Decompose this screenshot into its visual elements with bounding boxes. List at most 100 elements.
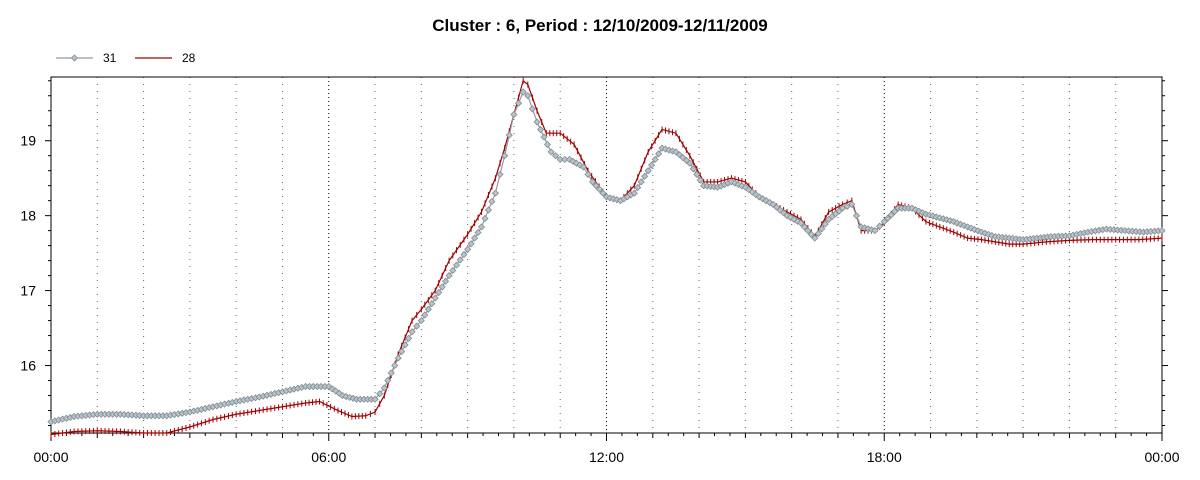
data-point: [852, 212, 861, 220]
data-point: [696, 176, 704, 184]
data-point: [456, 256, 464, 264]
y-tick-label: 17: [20, 283, 36, 299]
data-point: [445, 272, 453, 280]
data-point: [887, 211, 895, 219]
data-point: [641, 172, 649, 180]
data-point: [807, 230, 815, 238]
data-point: [821, 220, 829, 228]
data-point: [552, 152, 560, 160]
data-point: [596, 185, 604, 193]
y-tick-label: 18: [20, 208, 36, 224]
data-point: [811, 234, 819, 242]
data-point: [505, 131, 513, 139]
data-point: [417, 317, 425, 325]
series-layer: [47, 77, 1166, 438]
data-point: [689, 165, 697, 173]
data-point: [818, 225, 826, 233]
data-point: [484, 206, 493, 214]
data-point: [797, 219, 805, 227]
data-point: [474, 228, 482, 237]
data-point: [637, 178, 645, 186]
data-point: [589, 178, 597, 186]
plot-area: [50, 76, 1163, 434]
data-point: [424, 305, 432, 313]
data-point: [387, 369, 395, 377]
data-point: [655, 150, 663, 158]
data-point: [452, 261, 461, 269]
data-point: [464, 245, 472, 253]
data-point: [431, 294, 439, 302]
data-point: [848, 200, 856, 208]
data-point: [408, 328, 416, 336]
data-point: [804, 227, 812, 235]
data-point: [519, 88, 527, 96]
legend-label: 31: [103, 51, 117, 65]
y-tick-label: 16: [20, 358, 36, 374]
data-point: [401, 341, 409, 349]
data-point: [442, 277, 450, 285]
data-point: [428, 300, 436, 308]
x-tick-label: 12:00: [589, 449, 624, 465]
data-point: [460, 251, 468, 259]
legend-item-31: 31: [56, 51, 117, 65]
data-point: [599, 189, 607, 197]
data-point: [477, 223, 486, 231]
data-point: [467, 240, 475, 248]
data-point: [592, 182, 600, 190]
data-point: [651, 155, 659, 163]
data-point: [501, 152, 509, 160]
data-point: [398, 347, 406, 356]
data-point: [648, 161, 656, 169]
data-point: [481, 214, 489, 223]
series-28: [50, 77, 1163, 438]
data-point: [547, 148, 555, 156]
x-tick-label: 00:00: [1144, 449, 1179, 465]
data-point: [584, 170, 592, 178]
data-point: [556, 155, 564, 163]
data-point: [380, 384, 388, 392]
data-point: [438, 283, 446, 291]
data-point: [449, 266, 457, 274]
data-point: [876, 222, 884, 230]
data-point: [524, 92, 532, 100]
data-point: [514, 99, 523, 107]
data-point: [543, 140, 552, 149]
legend-label: 28: [182, 51, 196, 65]
grid-lines: [96, 77, 1117, 433]
data-point: [488, 198, 496, 206]
x-tick-label: 06:00: [311, 449, 346, 465]
data-point: [644, 167, 652, 175]
legend: 31 28: [56, 51, 196, 65]
data-point: [528, 105, 536, 113]
data-point: [871, 227, 879, 235]
x-tick-label: 00:00: [33, 449, 68, 465]
data-point: [405, 334, 413, 342]
data-point: [391, 361, 399, 370]
data-point: [371, 395, 379, 403]
data-point: [880, 218, 888, 226]
data-point: [884, 214, 892, 222]
data-point: [413, 322, 421, 330]
data-point: [533, 118, 541, 126]
data-point: [891, 207, 899, 216]
data-point: [686, 159, 694, 167]
data-point: [384, 376, 392, 385]
y-tick-label: 19: [20, 133, 36, 149]
data-point: [814, 229, 822, 238]
data-point: [579, 163, 587, 171]
legend-marker: [70, 54, 79, 62]
legend-item-28: 28: [135, 51, 196, 65]
data-point: [1158, 227, 1166, 235]
x-tick-label: 18:00: [867, 449, 902, 465]
data-point: [376, 390, 384, 398]
data-point: [394, 354, 402, 362]
data-point: [800, 223, 808, 231]
data-point: [435, 288, 443, 297]
data-point: [496, 170, 504, 178]
data-point: [630, 189, 638, 197]
data-point: [491, 189, 499, 197]
data-point: [693, 170, 701, 178]
data-point: [634, 183, 642, 192]
data-point: [536, 125, 545, 134]
